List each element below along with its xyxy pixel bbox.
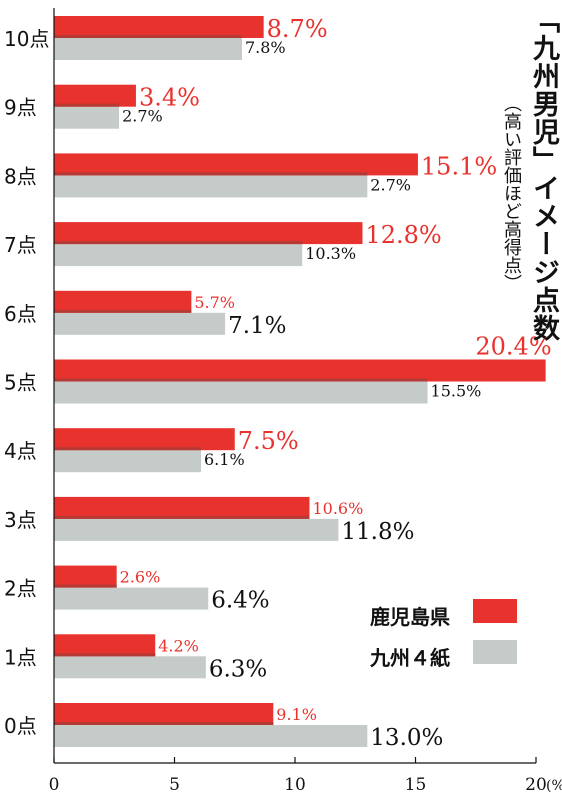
bar-kyushu [54,450,202,473]
legend-label-kagoshima: 鹿児島県 [370,605,450,629]
x-tick-label: 0 [49,775,60,795]
bar-kagoshima [54,565,117,588]
data-label-kyushu: 7.8% [245,38,286,57]
bar-kagoshima [54,428,235,451]
category-label: 1点 [4,645,37,669]
bar-kagoshima [54,703,274,725]
data-label-kagoshima: 15.1% [421,152,497,180]
data-label-kyushu: 15.5% [431,382,482,401]
bar-overlap-band [54,653,156,657]
bar-kyushu [54,656,206,679]
chart-subtitle: （高い評価ほど高得点） [501,94,522,292]
category-label: 2点 [4,577,37,601]
bar-kagoshima [54,634,156,657]
bar-kagoshima [54,153,418,176]
bar-kagoshima [54,290,192,313]
category-label: 5点 [4,371,37,395]
legend-swatch-kagoshima [473,599,517,623]
legend-label-kyushu: 九州４紙 [370,646,450,670]
data-label-kagoshima: 3.4% [139,84,200,112]
bar-overlap-band [54,584,117,588]
bar-kagoshima [54,84,136,107]
bar-overlap-band [54,378,428,382]
bar-overlap-band [54,447,202,451]
data-label-kyushu: 11.8% [341,519,414,545]
data-label-kagoshima: 8.7% [267,15,328,43]
category-label: 4点 [4,439,37,463]
bar-overlap-band [54,103,120,107]
bar-kagoshima [54,496,310,519]
category-label: 0点 [4,714,37,738]
category-label: 9点 [4,96,37,120]
data-label-kyushu: 10.3% [305,244,356,263]
data-label-kyushu: 7.1% [228,313,286,339]
data-label-kagoshima: 12.8% [365,221,441,249]
bar-kyushu [54,312,226,335]
x-tick-label: 5 [169,775,180,795]
bar-overlap-band [54,241,303,245]
chart-title: 「九州男児」イメージ点数 [528,6,559,342]
bar-kyushu [54,587,209,610]
data-label-kyushu: 6.4% [211,588,269,614]
data-label-kagoshima: 20.4% [475,333,551,361]
data-label-kyushu: 6.1% [204,450,245,469]
legend-swatch-kyushu [473,640,517,664]
bar-kyushu [54,725,368,747]
bar-kyushu [54,106,120,129]
bar-overlap-band [54,722,274,725]
data-label-kyushu: 13.0% [370,725,443,751]
bar-kyushu [54,381,428,404]
category-label: 3点 [4,508,37,532]
data-label-kyushu: 2.7% [122,107,163,126]
x-tick-label: 15 [405,775,427,795]
bar-kagoshima [54,16,264,38]
data-label-kagoshima: 7.5% [238,427,299,455]
bar-overlap-band [54,172,368,176]
bar-kyushu [54,518,339,541]
bar-overlap-band [54,309,192,313]
bar-kyushu [54,38,242,60]
x-axis-unit: (%) [546,778,562,794]
data-label-kagoshima: 2.6% [120,568,161,587]
data-label-kagoshima: 9.1% [276,705,317,724]
x-tick-label: 10 [284,775,306,795]
bar-overlap-band [54,35,242,38]
bar-kagoshima [54,359,546,382]
category-label: 6点 [4,302,37,326]
category-label: 7点 [4,233,37,257]
category-label: 8点 [4,164,37,188]
x-tick-label: 20 [525,775,547,795]
bar-overlap-band [54,515,310,519]
category-label: 10点 [4,27,49,51]
data-label-kagoshima: 10.6% [312,499,363,518]
data-label-kagoshima: 5.7% [194,293,235,312]
data-label-kyushu: 6.3% [209,656,267,682]
bar-kyushu [54,175,368,198]
data-label-kagoshima: 4.2% [158,636,199,655]
bar-kagoshima [54,222,363,245]
data-label-kyushu: 2.7% [370,175,411,194]
bar-kyushu [54,244,303,267]
